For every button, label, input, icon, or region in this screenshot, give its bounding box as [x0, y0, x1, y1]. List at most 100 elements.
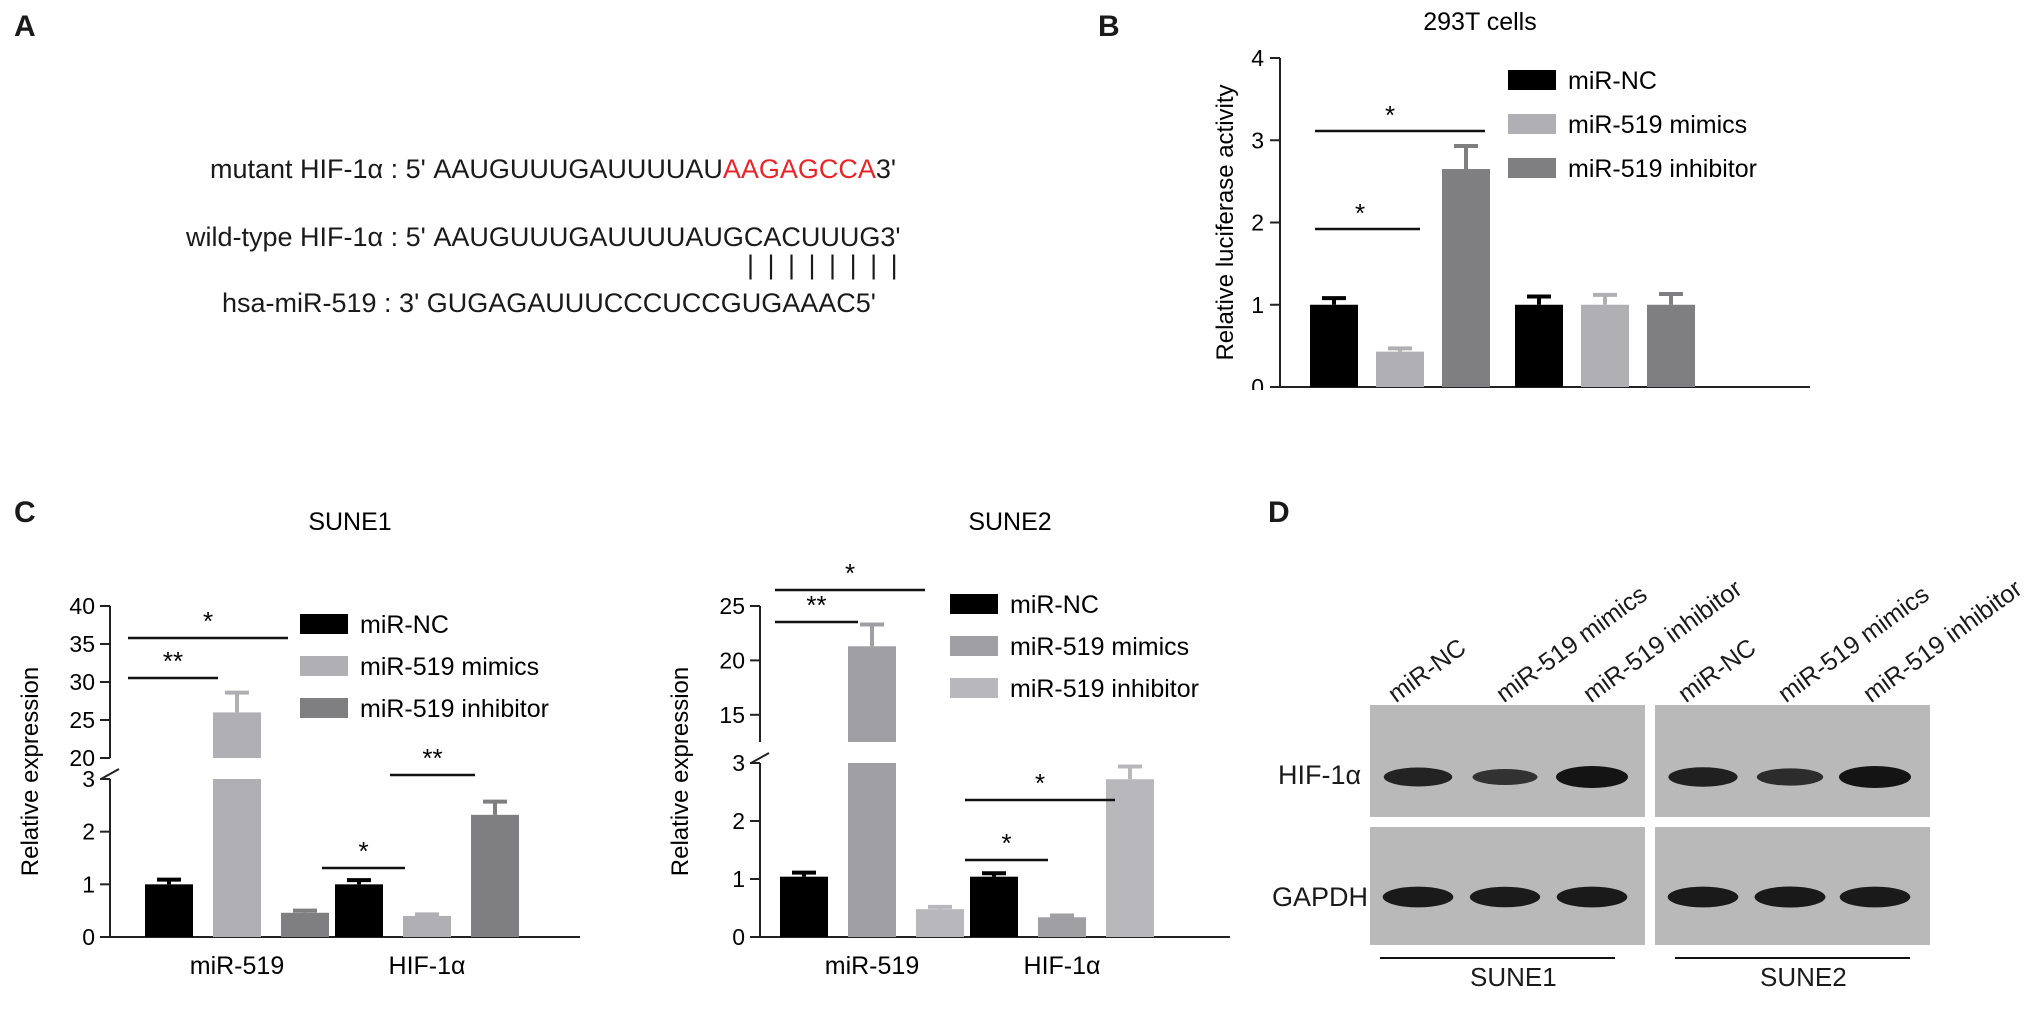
bar	[281, 912, 329, 937]
legend-swatch	[300, 698, 348, 718]
lane-label-5: miR-519 mimics	[1772, 580, 1935, 709]
mutant-sequence-label: mutant HIF-1α : 5' AAUGUUUGAUUUUAU	[210, 154, 723, 184]
y-tick-label: 15	[719, 702, 745, 728]
bar	[471, 814, 519, 937]
group-label-sune2: SUNE2	[1760, 962, 1847, 992]
chart-b: 293T cells 0 1 2 3 4 Relative luciferase activ…	[1212, 8, 1810, 390]
chart-title: SUNE2	[968, 508, 1051, 536]
chart-c-sune2: SUNE2 0 1 2 3 15 20 25 Relative expression miR-51…	[667, 508, 1230, 980]
legend-label: miR-519 inhibitor	[360, 695, 549, 723]
bar	[1038, 917, 1086, 937]
lane-label-4: miR-NC	[1672, 633, 1762, 709]
blot-band	[1472, 769, 1538, 785]
blot-band	[1556, 886, 1628, 908]
blot-band	[1382, 886, 1454, 908]
legend-swatch	[1508, 70, 1556, 90]
y-tick-label: 0	[1251, 374, 1264, 390]
bar-upper	[213, 712, 261, 758]
chart-c-sune1: SUNE1 0 1 2 320 25 30 35 40 Relative expression mi…	[20, 508, 580, 980]
row-label-gapdh: GAPDH	[1272, 882, 1369, 912]
mutant-sequence: mutant HIF-1α : 5' AAUGUUUGAUUUUAUAAGAGC…	[210, 154, 896, 185]
bar	[970, 876, 1018, 937]
y-tick-label: 20	[719, 647, 745, 673]
blot-band	[1469, 886, 1541, 908]
y-tick-label: 40	[69, 593, 95, 619]
y-tick-label: 4	[1251, 45, 1264, 71]
y-tick-label: 2	[82, 819, 95, 845]
blot-membrane	[1370, 827, 1645, 945]
blot-band	[1756, 768, 1824, 786]
mirna-sequence: hsa-miR-519 : 3' GUGAGAUUUCCCUCCGUGAAAC5…	[222, 288, 876, 318]
lane-label-6: miR-519 inhibitor	[1857, 574, 2028, 709]
blot-band	[1754, 886, 1826, 908]
significance-label: *	[1355, 198, 1365, 228]
axis-break-mark	[100, 768, 120, 780]
blot-membrane	[1655, 705, 1930, 817]
blot-membrane	[1655, 827, 1930, 945]
x-tick-label: miR-519	[190, 952, 284, 980]
y-tick-label: 35	[69, 631, 95, 657]
blot-band	[1668, 767, 1738, 787]
axis-break-mark	[750, 752, 770, 764]
legend-swatch	[1508, 158, 1556, 178]
legend-swatch	[950, 636, 998, 656]
bar	[1647, 304, 1695, 387]
significance-label: **	[163, 646, 183, 676]
y-tick-label: 0	[732, 924, 745, 950]
legend-swatch	[300, 614, 348, 634]
y-tick-label: 1	[1251, 292, 1264, 318]
legend-label: miR-519 mimics	[1568, 111, 1747, 139]
significance-label: *	[1001, 828, 1011, 858]
blot-membrane	[1370, 705, 1645, 817]
blot-band	[1839, 886, 1911, 908]
bar	[1310, 304, 1358, 387]
lane-label-2: miR-519 mimics	[1490, 580, 1653, 709]
mutant-site: AAGAGCCA	[722, 154, 876, 184]
y-axis-label: Relative expression	[667, 667, 694, 876]
legend-label: miR-NC	[1568, 67, 1657, 95]
bar	[1515, 304, 1563, 387]
bar	[1442, 169, 1490, 387]
bar	[335, 884, 383, 937]
legend-swatch	[300, 656, 348, 676]
bar	[916, 909, 964, 937]
lane-label-1: miR-NC	[1382, 633, 1472, 709]
significance-label: **	[422, 743, 442, 773]
significance-label: *	[1035, 768, 1045, 798]
panel-letter-b: B	[1098, 10, 1120, 43]
legend-swatch	[950, 594, 998, 614]
y-axis-label: Relative expression	[20, 667, 44, 876]
bar	[145, 884, 193, 937]
legend-label: miR-519 mimics	[1010, 633, 1189, 661]
legend-label: miR-519 mimics	[360, 653, 539, 681]
bar	[780, 876, 828, 937]
legend-swatch	[950, 678, 998, 698]
y-tick-label: 25	[719, 593, 745, 619]
panel-letter-a: A	[14, 10, 36, 43]
legend-swatch	[1508, 114, 1556, 134]
y-tick-label: 3	[732, 750, 745, 776]
wildtype-sequence: wild-type HIF-1α : 5' AAUGUUUGAUUUUAUGCA…	[186, 222, 901, 252]
significance-label: *	[358, 836, 368, 866]
mutant-sequence-end: 3'	[875, 154, 897, 184]
blot-band	[1839, 766, 1911, 788]
blot-band	[1667, 886, 1739, 908]
y-tick-label: 3	[82, 766, 95, 792]
chart-title: SUNE1	[308, 508, 391, 536]
significance-label: *	[203, 606, 213, 636]
y-tick-label: 20	[69, 745, 95, 771]
y-tick-label: 1	[82, 871, 95, 897]
chart-title: 293T cells	[1423, 8, 1537, 36]
y-tick-label: 3	[1251, 127, 1264, 153]
panel-letter-d: D	[1268, 496, 1290, 529]
legend-label: miR-519 inhibitor	[1568, 155, 1757, 183]
western-blot-image	[1370, 705, 1930, 959]
y-tick-label: 0	[82, 924, 95, 950]
bar	[403, 915, 451, 937]
blot-band	[1383, 767, 1453, 787]
blot-band	[1556, 766, 1628, 788]
panel-letter-c: C	[14, 496, 36, 529]
x-tick-label: miR-519	[825, 952, 919, 980]
lane-label-3: miR-519 inhibitor	[1577, 574, 1748, 709]
bar	[1106, 779, 1154, 937]
